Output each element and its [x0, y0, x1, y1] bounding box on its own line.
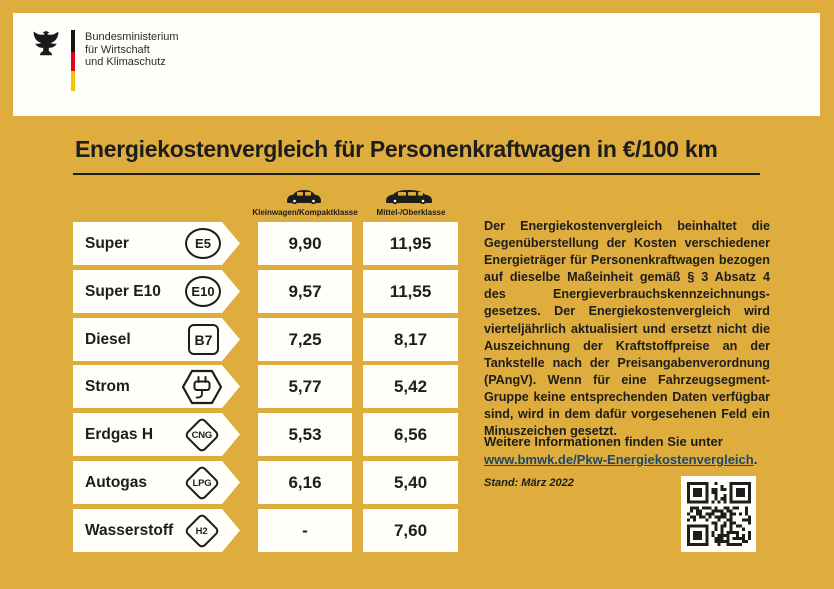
value-kleinwagen-kompaktklasse: 6,16: [258, 461, 352, 504]
fuel-badge: B7: [188, 324, 219, 355]
fuel-name: Diesel: [85, 330, 131, 348]
ministry-name: Bundesministerium für Wirtschaft und Kli…: [85, 31, 179, 91]
fuel-badge: CNG: [183, 416, 221, 453]
table-row: Autogas LPG 6,16 5,40: [0, 461, 834, 504]
value-mittel-oberklasse: 7,60: [363, 509, 458, 552]
column-header-mittel: Mittel-/Oberklasse: [376, 208, 446, 217]
electric-plug-badge: [181, 369, 223, 405]
table-row: Super E5 9,90 11,95: [0, 222, 834, 265]
value-kleinwagen-kompaktklasse: 5,77: [258, 365, 352, 408]
table-row: Wasserstoff H2 - 7,60: [0, 509, 834, 552]
compact-car-icon: [287, 190, 321, 205]
fuel-name: Wasserstoff: [85, 521, 174, 539]
value-mittel-oberklasse: 11,55: [363, 270, 458, 313]
electric-plug-icon: [181, 369, 223, 404]
fuel-badge: E5: [185, 228, 221, 259]
ministry-header-band: Bundesministerium für Wirtschaft und Kli…: [13, 13, 820, 116]
link-period: .: [753, 452, 758, 467]
fuel-label-arrow: Autogas LPG: [73, 461, 240, 504]
ministry-name-line3: und Klimaschutz: [85, 56, 166, 68]
qr-code-pattern: [686, 482, 751, 546]
value-mittel-oberklasse: 11,95: [363, 222, 458, 265]
fuel-badge-label: B7: [194, 331, 213, 348]
table-row: Diesel B7 7,25 8,17: [0, 318, 834, 361]
fuel-badge: H2: [183, 512, 221, 549]
info-link-line: www.bmwk.de/Pkw-Energiekostenvergleich.: [484, 452, 770, 467]
fuel-badge: E10: [185, 276, 221, 307]
table-row: Super E10 E10 9,57 11,55: [0, 270, 834, 313]
fuel-name: Super: [85, 234, 129, 252]
fuel-badge-label: H2: [196, 525, 208, 536]
value-kleinwagen-kompaktklasse: 9,57: [258, 270, 352, 313]
fuel-label-arrow: Strom: [73, 365, 240, 408]
fuel-label-arrow: Wasserstoff H2: [73, 509, 240, 552]
value-kleinwagen-kompaktklasse: 5,53: [258, 413, 352, 456]
fuel-name: Erdgas H: [85, 425, 154, 443]
bmwk-link[interactable]: www.bmwk.de/Pkw-Energiekostenvergleich: [484, 452, 754, 467]
fuel-label-arrow: Super E10 E10: [73, 270, 240, 313]
flag-stripe: [71, 30, 75, 91]
table-row: Erdgas H CNG 5,53 6,56: [0, 413, 834, 456]
value-mittel-oberklasse: 5,42: [363, 365, 458, 408]
qr-code: [681, 476, 756, 552]
fuel-name: Super E10: [85, 282, 161, 300]
value-kleinwagen-kompaktklasse: 7,25: [258, 318, 352, 361]
fuel-badge-label: LPG: [192, 477, 212, 488]
federal-eagle-icon: [33, 31, 59, 56]
fuel-name: Strom: [85, 377, 130, 395]
title-underline: [73, 173, 760, 175]
more-info-text: Weitere Informationen finden Sie unter: [484, 434, 723, 449]
stand-date: Stand: März 2022: [484, 477, 574, 489]
fuel-badge-label: E10: [191, 284, 215, 299]
fuel-badge-label: CNG: [191, 428, 213, 440]
ministry-name-line2: für Wirtschaft: [85, 43, 150, 56]
value-kleinwagen-kompaktklasse: 9,90: [258, 222, 352, 265]
fuel-badge-label: E5: [195, 236, 211, 251]
estate-car-icon: [386, 190, 432, 205]
page-title: Energiekostenvergleich für Personenkraft…: [75, 136, 718, 162]
column-header-kleinwagen: Kleinwagen/Kompaktklasse: [252, 208, 358, 217]
fuel-label-arrow: Erdgas H CNG: [73, 413, 240, 456]
value-kleinwagen-kompaktklasse: -: [258, 509, 352, 552]
fuel-badge: LPG: [183, 464, 221, 501]
info-paragraph: Der Energiekostenvergleich beinhaltet di…: [484, 219, 770, 439]
table-row: Strom 5,77 5,42: [0, 365, 834, 408]
value-mittel-oberklasse: 5,40: [363, 461, 458, 504]
fuel-label-arrow: Diesel B7: [73, 318, 240, 361]
ministry-logo: Bundesministerium für Wirtschaft und Kli…: [31, 27, 179, 91]
fuel-name: Autogas: [85, 473, 147, 491]
ministry-name-line1: Bundesministerium: [85, 31, 179, 43]
value-mittel-oberklasse: 6,56: [363, 413, 458, 456]
fuel-label-arrow: Super E5: [73, 222, 240, 265]
value-mittel-oberklasse: 8,17: [363, 318, 458, 361]
